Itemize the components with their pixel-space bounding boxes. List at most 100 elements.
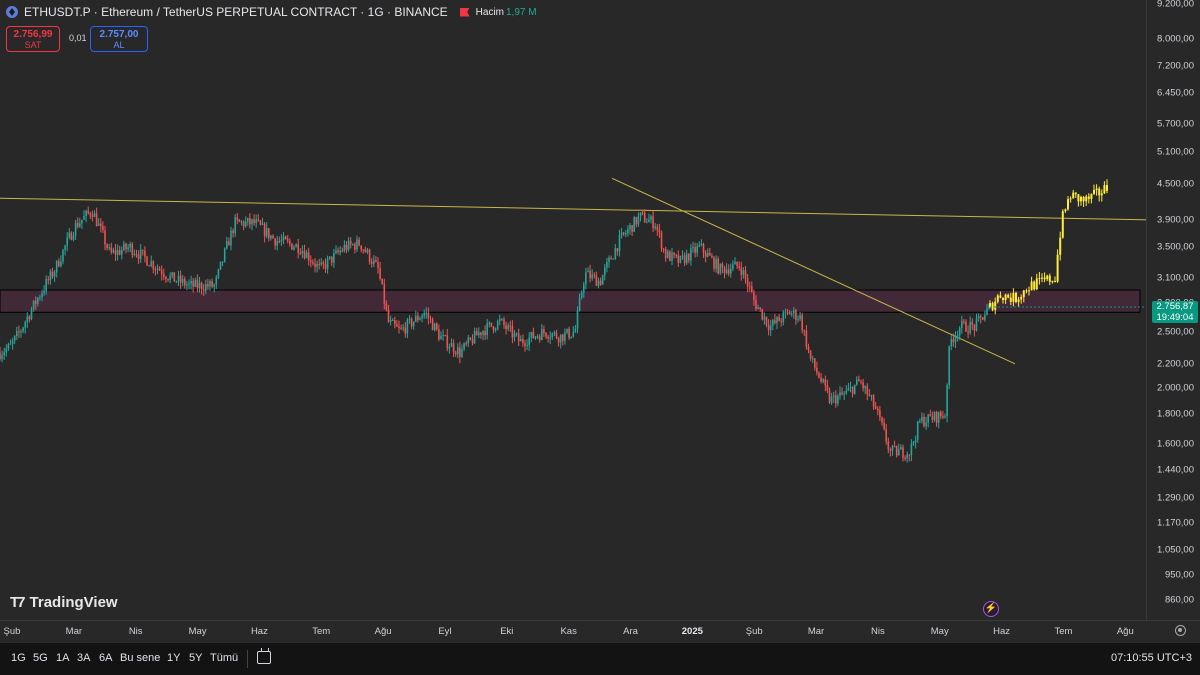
projection-candle bbox=[1098, 188, 1101, 196]
timeframe-button[interactable]: 5G bbox=[33, 652, 48, 664]
candle bbox=[368, 249, 371, 262]
timeframe-button[interactable]: Bu sene bbox=[120, 652, 161, 664]
projection-candle bbox=[1061, 211, 1064, 238]
projection-candle bbox=[1030, 281, 1033, 291]
candle bbox=[278, 240, 281, 242]
candle bbox=[822, 379, 824, 382]
candle bbox=[415, 315, 417, 322]
flag-icon[interactable] bbox=[459, 7, 470, 17]
candle bbox=[55, 260, 58, 273]
candle bbox=[912, 442, 915, 444]
candle bbox=[564, 332, 566, 342]
symbol-title[interactable]: ETHUSDT.P · Ethereum / TetherUS PERPETUA… bbox=[24, 5, 448, 19]
candle bbox=[51, 271, 54, 277]
candle bbox=[608, 257, 610, 263]
candle bbox=[135, 253, 138, 256]
candle bbox=[318, 263, 320, 265]
timeframe-button[interactable]: Tümü bbox=[210, 652, 239, 664]
time-axis-label: Nis bbox=[128, 626, 143, 637]
candle bbox=[545, 332, 547, 337]
candle bbox=[230, 230, 232, 246]
candle bbox=[253, 219, 255, 224]
time-axis-label: Haz bbox=[250, 626, 268, 637]
candle bbox=[459, 347, 461, 357]
timeframe-button[interactable]: 1A bbox=[56, 652, 70, 664]
price-axis-label: 2.500,00 bbox=[1157, 326, 1194, 338]
candle bbox=[688, 253, 690, 261]
lightning-icon[interactable]: ⚡ bbox=[983, 601, 999, 617]
candle bbox=[709, 252, 711, 256]
candle bbox=[450, 343, 453, 347]
candle bbox=[238, 219, 241, 222]
timeframe-button[interactable]: 6A bbox=[99, 652, 113, 664]
candle bbox=[923, 417, 925, 427]
candle bbox=[108, 247, 110, 249]
candle bbox=[337, 250, 339, 253]
candle bbox=[706, 252, 709, 257]
candle bbox=[265, 228, 268, 237]
settings-icon[interactable] bbox=[1175, 625, 1186, 636]
candle bbox=[893, 446, 896, 448]
candle bbox=[696, 246, 698, 253]
sell-button[interactable]: 2.756,99 SAT bbox=[6, 26, 60, 52]
candle bbox=[112, 250, 115, 253]
candle bbox=[64, 245, 66, 250]
projection-candle bbox=[1100, 193, 1103, 196]
candle bbox=[328, 256, 331, 259]
candle bbox=[925, 422, 927, 427]
candle bbox=[62, 249, 64, 262]
candle bbox=[526, 345, 528, 347]
candle bbox=[566, 328, 568, 333]
candle bbox=[900, 447, 902, 450]
time-axis[interactable]: Şub Mar Nis May Haz Tem Ağu Eyl Eki Kas Ara 2025 Şub… bbox=[0, 620, 1200, 642]
candle bbox=[578, 297, 581, 311]
chart-pane[interactable]: ETHUSDT.P · Ethereum / TetherUS PERPETUA… bbox=[0, 0, 1146, 620]
candle bbox=[341, 250, 344, 252]
timeframe-button[interactable]: 5Y bbox=[189, 652, 203, 664]
timeframe-button[interactable]: 1Y bbox=[167, 652, 181, 664]
calendar-icon[interactable] bbox=[257, 648, 271, 664]
candle bbox=[723, 267, 726, 274]
candle bbox=[816, 367, 818, 373]
candle bbox=[568, 328, 570, 338]
candle bbox=[320, 262, 323, 265]
candle bbox=[131, 243, 134, 255]
projection-candle bbox=[1004, 294, 1007, 301]
candle bbox=[139, 249, 142, 259]
candle bbox=[788, 311, 791, 315]
candle bbox=[837, 395, 839, 404]
price-chart[interactable] bbox=[0, 0, 1146, 620]
candle bbox=[213, 284, 215, 287]
candle bbox=[946, 385, 948, 417]
candle bbox=[914, 440, 917, 443]
candle bbox=[927, 414, 929, 423]
candle bbox=[312, 262, 314, 264]
candle bbox=[272, 235, 274, 239]
tradingview-logo[interactable]: T7 TradingView bbox=[10, 594, 118, 611]
candle bbox=[763, 316, 766, 320]
candle bbox=[421, 316, 423, 319]
candle bbox=[746, 278, 749, 287]
candle bbox=[354, 244, 356, 250]
candle bbox=[400, 328, 402, 330]
projection-candle bbox=[1046, 275, 1049, 280]
clock[interactable]: 07:10:55 UTC+3 bbox=[1110, 652, 1192, 664]
candle bbox=[541, 329, 543, 340]
candle bbox=[7, 344, 10, 349]
candle bbox=[356, 239, 358, 250]
candle bbox=[748, 286, 751, 288]
candle bbox=[190, 281, 192, 284]
candle bbox=[868, 394, 871, 396]
timeframe-button[interactable]: 3A bbox=[77, 652, 91, 664]
timeframe-button[interactable]: 1G bbox=[11, 652, 26, 664]
symbol-legend[interactable]: ETHUSDT.P · Ethereum / TetherUS PERPETUA… bbox=[6, 5, 537, 19]
candle bbox=[32, 300, 35, 310]
projection-candle bbox=[991, 303, 994, 310]
candle bbox=[814, 358, 816, 368]
candle bbox=[658, 229, 661, 233]
candle bbox=[423, 312, 425, 317]
buy-button[interactable]: 2.757,00 AL bbox=[90, 26, 148, 52]
candle bbox=[734, 261, 736, 265]
projection-candle bbox=[989, 303, 991, 308]
candle bbox=[89, 213, 92, 216]
